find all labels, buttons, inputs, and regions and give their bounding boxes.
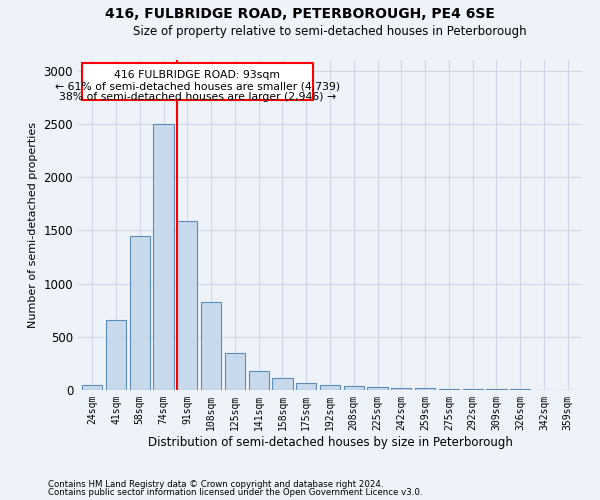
Text: 416 FULBRIDGE ROAD: 93sqm: 416 FULBRIDGE ROAD: 93sqm — [115, 70, 280, 80]
Text: Contains public sector information licensed under the Open Government Licence v3: Contains public sector information licen… — [48, 488, 422, 497]
Bar — [391, 388, 412, 390]
Bar — [177, 220, 197, 390]
Bar — [415, 388, 435, 390]
Text: 38% of semi-detached houses are larger (2,946) →: 38% of semi-detached houses are larger (… — [59, 92, 336, 102]
Bar — [225, 352, 245, 390]
Bar — [320, 384, 340, 390]
Bar — [82, 385, 103, 390]
Bar — [154, 124, 173, 390]
X-axis label: Distribution of semi-detached houses by size in Peterborough: Distribution of semi-detached houses by … — [148, 436, 512, 448]
Bar — [130, 236, 150, 390]
Bar — [248, 371, 269, 390]
Text: 416, FULBRIDGE ROAD, PETERBOROUGH, PE4 6SE: 416, FULBRIDGE ROAD, PETERBOROUGH, PE4 6… — [105, 8, 495, 22]
Text: Contains HM Land Registry data © Crown copyright and database right 2024.: Contains HM Land Registry data © Crown c… — [48, 480, 383, 489]
Bar — [463, 389, 483, 390]
Bar — [367, 388, 388, 390]
Bar — [272, 378, 293, 390]
Bar — [439, 389, 459, 390]
Text: ← 61% of semi-detached houses are smaller (4,739): ← 61% of semi-detached houses are smalle… — [55, 82, 340, 92]
Bar — [201, 302, 221, 390]
Bar — [296, 382, 316, 390]
Y-axis label: Number of semi-detached properties: Number of semi-detached properties — [28, 122, 38, 328]
Title: Size of property relative to semi-detached houses in Peterborough: Size of property relative to semi-detach… — [133, 25, 527, 38]
Bar — [344, 386, 364, 390]
Bar — [106, 320, 126, 390]
FancyBboxPatch shape — [82, 63, 313, 100]
